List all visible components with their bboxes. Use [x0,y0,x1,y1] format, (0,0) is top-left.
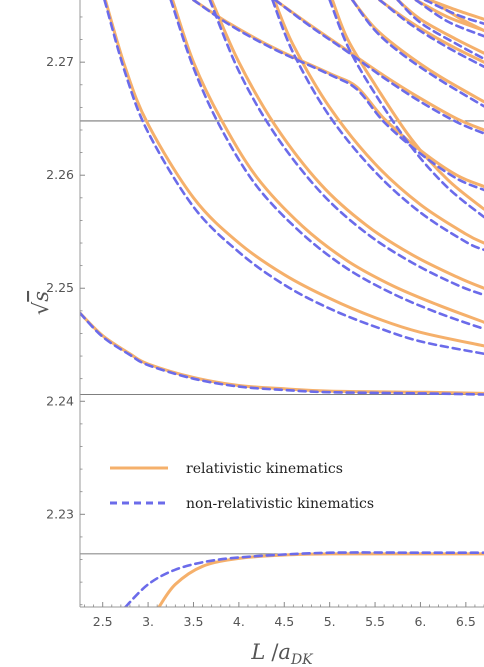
non-relativistic-curve-11 [396,0,484,61]
non-relativistic-curve-0 [124,551,484,607]
non-relativistic-curve-7 [192,0,484,192]
x-tick-label-8: 6.5 [456,614,476,629]
x-tick-label-4: 4.5 [274,614,294,629]
x-tick-label-7: 6. [414,614,426,629]
x-tick-label-1: 3. [142,614,154,629]
non-relativistic-curve-6 [328,0,484,219]
y-tick-label-4: 2.27 [46,54,74,69]
non-relativistic-curve-8 [273,0,484,135]
data-curves [80,0,484,607]
non-relativistic-curve-5 [271,0,484,252]
y-ticks: 2.23 2.24 2.25 2.26 2.27 [46,16,85,606]
x-tick-label-6: 5.5 [365,614,385,629]
y-tick-label-1: 2.24 [46,393,74,408]
relativistic-curve-5 [272,0,484,245]
legend-label-relativistic: relativistic kinematics [186,461,343,477]
y-axis-title-sym: s [29,291,53,302]
relativistic-curve-1 [80,311,484,395]
non-relativistic-curve-10 [378,0,484,68]
relativistic-curve-9 [350,0,484,104]
non-relativistic-curve-9 [351,0,484,108]
x-axis-title-sep: / [271,640,279,664]
y-tick-label-2: 2.25 [46,280,74,295]
threshold-lines [80,120,484,555]
relativistic-curve-14 [428,0,484,21]
non-relativistic-curve-4 [208,0,484,297]
x-axis-title-sub: DK [290,652,314,667]
x-tick-label-2: 3.5 [184,614,204,629]
non-relativistic-curve-12 [414,0,484,38]
x-tick-label-3: 4. [233,614,245,629]
legend-label-non-relativistic: non-relativistic kinematics [186,496,374,512]
x-axis-title-main: L [250,640,265,664]
y-axis-title-root: √ [29,301,53,315]
relativistic-curve-8 [273,0,484,132]
relativistic-curve-6 [330,0,484,211]
non-relativistic-curve-3 [169,0,484,331]
legend: relativistic kinematics non-relativistic… [110,461,374,512]
x-axis-title-sym: a [278,640,291,664]
y-tick-label-3: 2.26 [46,167,74,182]
relativistic-curve-7 [192,0,484,188]
y-tick-label-0: 2.23 [46,506,74,521]
non-relativistic-curve-13 [423,0,484,25]
non-relativistic-curve-2 [103,0,484,356]
relativistic-curve-4 [210,0,484,290]
y-axis-title: √s [29,291,53,315]
x-tick-label-5: 5. [324,614,336,629]
x-tick-label-0: 2.5 [93,614,113,629]
non-relativistic-curve-1 [80,311,484,396]
x-axis-title: L/aDK [250,640,314,667]
x-ticks: 2.5 3. 3.5 4. 4.5 5. 5.5 6. 6.5 [84,602,484,629]
relativistic-curve-2 [103,0,484,348]
relativistic-curve-3 [171,0,484,324]
